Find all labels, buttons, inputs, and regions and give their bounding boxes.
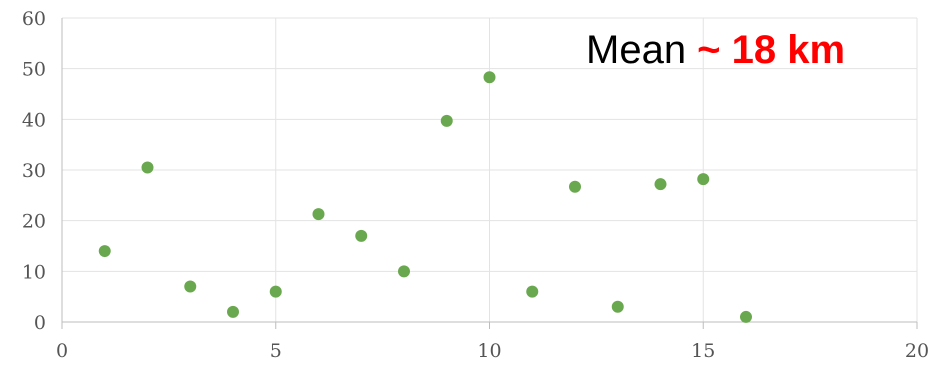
y-tick-label: 20: [22, 211, 46, 233]
y-tick-label: 10: [22, 261, 46, 283]
y-tick-label: 60: [22, 8, 46, 30]
y-tick-label: 30: [22, 160, 46, 182]
data-point: [99, 245, 111, 257]
mean-annotation: Mean ~ 18 km: [586, 28, 845, 72]
x-tick-label: 10: [477, 340, 501, 362]
data-point: [313, 208, 325, 220]
y-tick-label: 50: [22, 59, 46, 81]
data-point: [355, 230, 367, 242]
data-point: [697, 173, 709, 185]
mean-annotation-prefix: Mean: [586, 28, 697, 72]
x-tick-label: 15: [691, 340, 715, 362]
data-point: [441, 115, 453, 127]
y-tick-label: 0: [34, 312, 46, 334]
y-tick-label: 40: [22, 109, 46, 131]
data-point: [484, 71, 496, 83]
data-points: [99, 71, 752, 323]
data-point: [612, 301, 624, 313]
data-point: [569, 181, 581, 193]
mean-annotation-value: ~ 18 km: [697, 28, 845, 72]
data-point: [655, 178, 667, 190]
data-point: [270, 286, 282, 298]
data-point: [227, 306, 239, 318]
x-tick-label: 20: [905, 340, 929, 362]
data-point: [526, 286, 538, 298]
data-point: [398, 265, 410, 277]
data-point: [184, 281, 196, 293]
x-tick-label: 5: [270, 340, 282, 362]
data-point: [142, 161, 154, 173]
data-point: [740, 311, 752, 323]
x-tick-label: 0: [56, 340, 68, 362]
